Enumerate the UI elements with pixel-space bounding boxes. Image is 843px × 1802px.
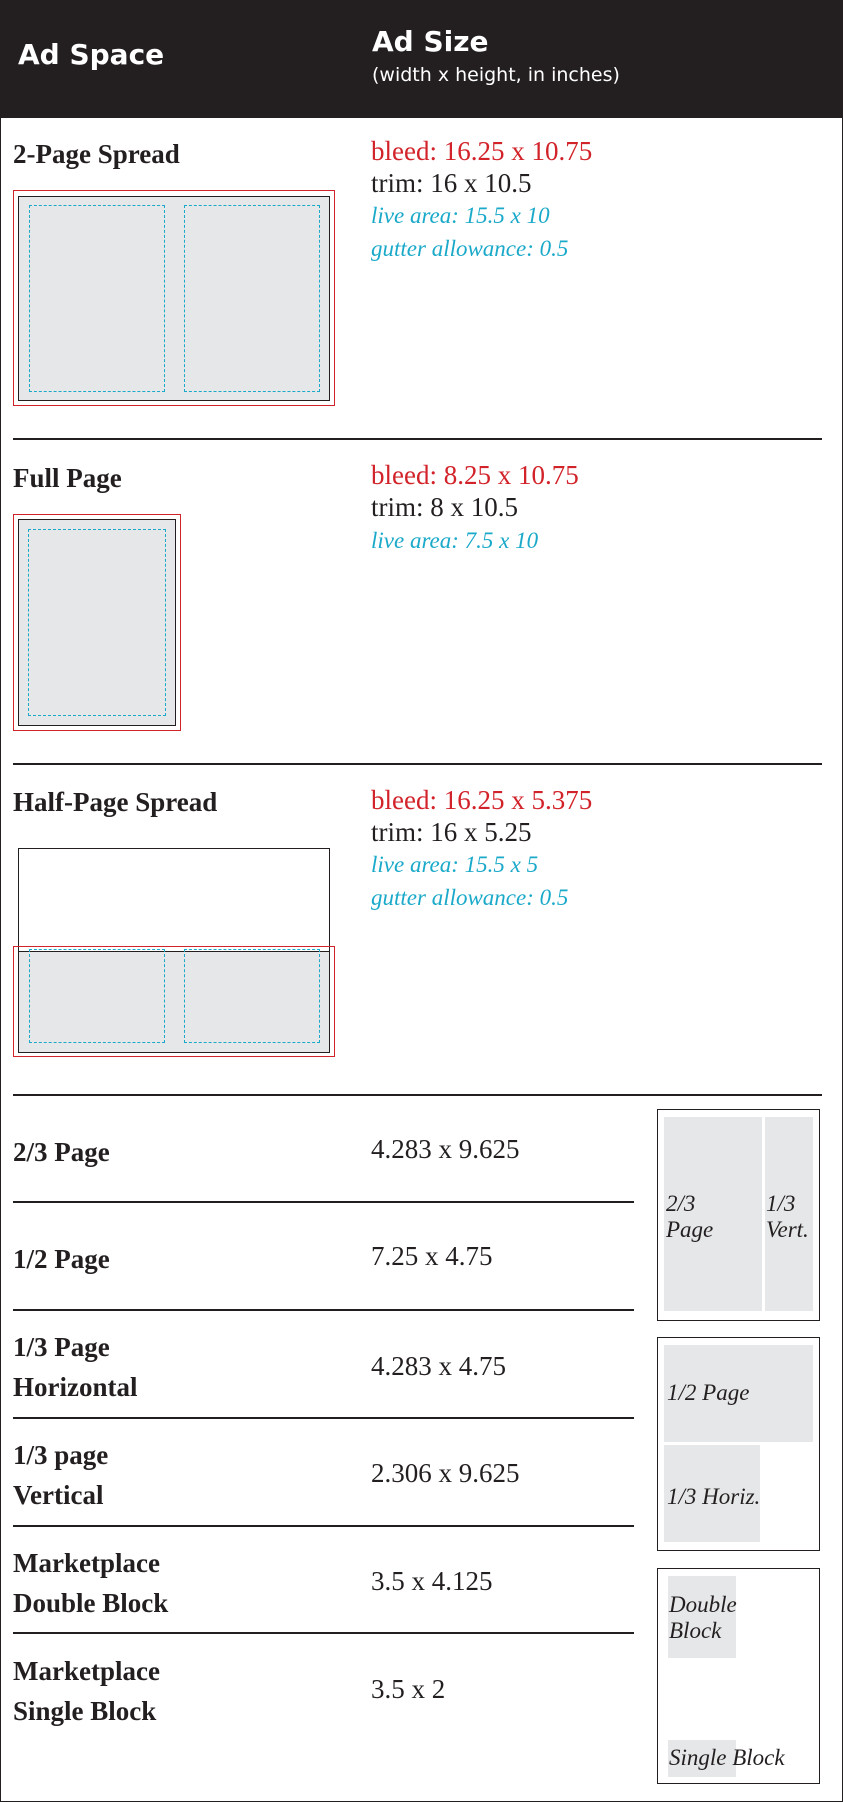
spread-bleed-box (13, 190, 335, 406)
diagram-double-block-label: Double Block (669, 1592, 737, 1643)
size-two-thirds: 4.283 x 9.625 (371, 1134, 520, 1164)
divider-size-5 (13, 1632, 634, 1634)
spread-title: 2-Page Spread (13, 139, 180, 169)
diagram-half-page-block (664, 1345, 813, 1442)
size-half: 7.25 x 4.75 (371, 1241, 493, 1271)
spread-live-left (29, 205, 165, 392)
full-page-live-box (28, 529, 166, 716)
diagram-single-block-label: Single Block (669, 1745, 785, 1770)
size-one-third-vert: 2.306 x 9.625 (371, 1458, 520, 1488)
header-ad-size: Ad Size (372, 25, 489, 58)
half-spread-trim: trim: 16 x 5.25 (371, 817, 532, 847)
spread-gutter: gutter allowance: 0.5 (371, 236, 569, 261)
half-spread-live-right (184, 949, 320, 1043)
full-page-live-area: live area: 7.5 x 10 (371, 528, 539, 553)
header-ad-size-subtitle: (width x height, in inches) (372, 64, 620, 86)
diagram-two-thirds-block (664, 1117, 762, 1311)
spread-live-area: live area: 15.5 x 10 (371, 203, 550, 228)
size-title-one-third-horiz: 1/3 Page Horizontal (13, 1332, 138, 1402)
diagram-single-block (668, 1740, 736, 1777)
half-spread-gutter: gutter allowance: 0.5 (371, 885, 569, 910)
diagram-half-page-label: 1/2 Page (667, 1380, 750, 1405)
diagram-one-third-horiz-block (664, 1445, 760, 1542)
full-page-trim-box (18, 519, 176, 726)
divider-size-2 (13, 1309, 634, 1311)
diagram-one-third-vert-block (765, 1117, 813, 1311)
diagram-one-third-horiz-label: 1/3 Horiz. (667, 1484, 761, 1509)
divider-full-page (13, 763, 822, 765)
size-title-half: 1/2 Page (13, 1244, 110, 1274)
diagram-one-third-vert-label: 1/3 Vert. (766, 1191, 809, 1242)
full-page-bleed: bleed: 8.25 x 10.75 (371, 460, 579, 490)
size-title-single-block: Marketplace Single Block (13, 1656, 160, 1726)
half-spread-bleed: bleed: 16.25 x 5.375 (371, 785, 593, 815)
spread-trim-box (18, 196, 330, 401)
size-title-two-thirds: 2/3 Page (13, 1137, 110, 1167)
divider-half-spread (13, 1094, 822, 1096)
spread-trim: trim: 16 x 10.5 (371, 168, 532, 198)
half-spread-live-left (29, 949, 165, 1043)
diagram-two-thirds-label: 2/3 Page (666, 1191, 714, 1242)
size-one-third-horiz: 4.283 x 4.75 (371, 1351, 506, 1381)
divider-size-1 (13, 1201, 634, 1203)
size-title-one-third-vert: 1/3 page Vertical (13, 1440, 109, 1510)
diagram-vertical-layout: 2/3 Page 1/3 Vert. (657, 1109, 820, 1321)
divider-size-3 (13, 1417, 634, 1419)
spread-live-right (184, 205, 320, 392)
half-spread-bleed-box (13, 946, 335, 1057)
full-page-bleed-box (13, 514, 181, 731)
size-title-double-block: Marketplace Double Block (13, 1548, 169, 1618)
diagram-horizontal-layout: 1/2 Page 1/3 Horiz. (657, 1337, 820, 1551)
size-single-block: 3.5 x 2 (371, 1674, 446, 1704)
size-double-block: 3.5 x 4.125 (371, 1566, 493, 1596)
diagram-double-block (668, 1576, 736, 1658)
diagram-marketplace-layout: Double Block Single Block (657, 1568, 820, 1784)
full-page-title: Full Page (13, 463, 122, 493)
half-spread-live-area: live area: 15.5 x 5 (371, 852, 539, 877)
full-page-trim: trim: 8 x 10.5 (371, 492, 518, 522)
table-header: Ad Space Ad Size (width x height, in inc… (1, 0, 843, 118)
half-spread-title: Half-Page Spread (13, 787, 218, 817)
half-spread-trim-box (19, 951, 329, 1052)
header-ad-space: Ad Space (18, 38, 165, 71)
divider-size-4 (13, 1525, 634, 1527)
spread-bleed: bleed: 16.25 x 10.75 (371, 136, 593, 166)
divider-spread (13, 438, 822, 440)
